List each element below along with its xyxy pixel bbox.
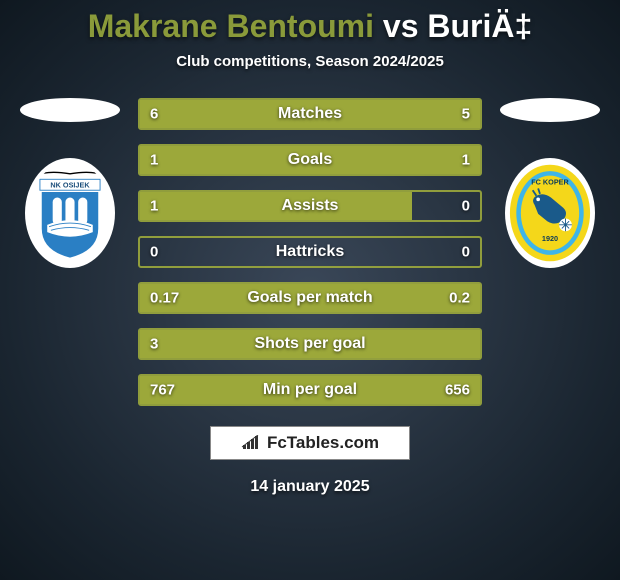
svg-text:FC KOPER: FC KOPER: [531, 178, 569, 187]
stat-row-min-per-goal: 767656Min per goal: [138, 374, 482, 406]
stat-row-hattricks: 00Hattricks: [138, 236, 482, 268]
club-badge-right: FC KOPER 1920: [505, 158, 595, 268]
player1-ellipse: [20, 98, 120, 122]
stat-bars: 65Matches 11Goals 10Assists 00Hattricks 0.17…: [138, 98, 482, 406]
content-row: NK OSIJEK 65Matches 11Goals 10Assists 00Hat…: [0, 98, 620, 406]
title-player1: Makrane Bentoumi: [88, 8, 374, 44]
stat-label: Shots per goal: [140, 335, 480, 353]
koper-badge-icon: FC KOPER 1920: [509, 162, 591, 264]
player2-ellipse: [500, 98, 600, 122]
stat-label: Min per goal: [140, 381, 480, 399]
title-vs: vs: [383, 8, 419, 44]
stat-row-goals-per-match: 0.170.2Goals per match: [138, 282, 482, 314]
title-player2: BuriÄ‡: [427, 8, 532, 44]
infographic-root: Makrane Bentoumi vs BuriÄ‡ Club competit…: [0, 0, 620, 580]
left-side: NK OSIJEK: [20, 98, 120, 268]
brand-box: FcTables.com: [210, 426, 410, 460]
club-badge-left: NK OSIJEK: [25, 158, 115, 268]
stat-label: Goals per match: [140, 289, 480, 307]
stat-label: Goals: [140, 151, 480, 169]
stat-row-assists: 10Assists: [138, 190, 482, 222]
right-side: FC KOPER 1920: [500, 98, 600, 268]
subtitle: Club competitions, Season 2024/2025: [176, 53, 444, 70]
stat-label: Assists: [140, 197, 480, 215]
stat-label: Hattricks: [140, 243, 480, 261]
stat-row-matches: 65Matches: [138, 98, 482, 130]
stat-row-shots-per-goal: 3Shots per goal: [138, 328, 482, 360]
svg-text:NK OSIJEK: NK OSIJEK: [50, 180, 90, 189]
stat-row-goals: 11Goals: [138, 144, 482, 176]
brand-text: FcTables.com: [267, 433, 379, 453]
osijek-badge-icon: NK OSIJEK: [29, 162, 111, 264]
page-title: Makrane Bentoumi vs BuriÄ‡: [88, 8, 533, 45]
svg-text:1920: 1920: [542, 234, 558, 243]
stat-label: Matches: [140, 105, 480, 123]
date-text: 14 january 2025: [250, 478, 369, 496]
chart-icon: [241, 435, 261, 451]
